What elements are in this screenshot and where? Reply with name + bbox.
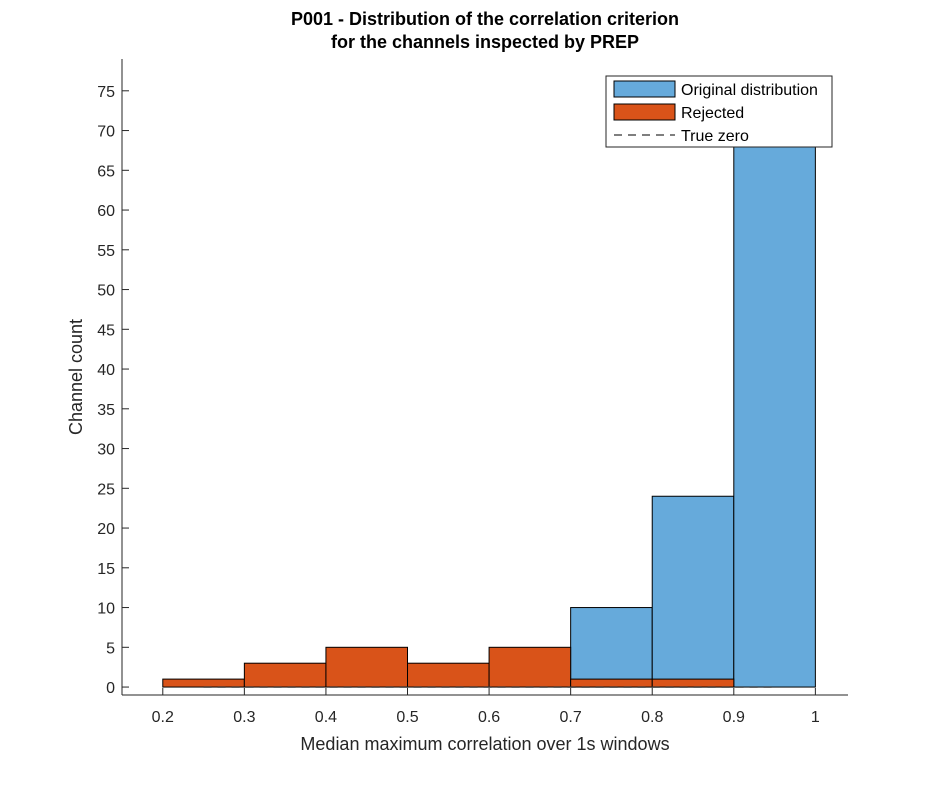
y-tick-label: 35 bbox=[97, 402, 115, 419]
x-tick-label: 0.3 bbox=[233, 709, 255, 726]
x-tick-label: 0.2 bbox=[152, 709, 174, 726]
rejected-bar bbox=[651, 678, 735, 688]
rejected-bar bbox=[325, 646, 409, 688]
y-axis-label: Channel count bbox=[66, 319, 86, 435]
rejected-bar bbox=[243, 662, 327, 688]
y-tick-label: 60 bbox=[97, 203, 115, 220]
rejected-bar bbox=[570, 678, 653, 688]
legend-rejected-swatch bbox=[613, 103, 676, 121]
bars-layer bbox=[162, 145, 816, 688]
rejected-bar bbox=[488, 646, 572, 688]
rejected-bar bbox=[407, 662, 490, 688]
legend-original-distribution-label: Original distribution bbox=[681, 82, 818, 99]
titles-layer: P001 - Distribution of the correlation c… bbox=[66, 9, 679, 754]
y-tick-label: 25 bbox=[97, 481, 115, 498]
original-distribution-bar bbox=[733, 145, 816, 688]
y-tick-label: 75 bbox=[97, 84, 115, 101]
y-tick-label: 5 bbox=[106, 640, 115, 657]
x-tick-label: 1 bbox=[811, 709, 820, 726]
y-tick-label: 50 bbox=[97, 283, 115, 300]
y-tick-label: 10 bbox=[97, 601, 115, 618]
legend-rejected-label: Rejected bbox=[681, 105, 744, 122]
chart-title-line: for the channels inspected by PREP bbox=[331, 32, 639, 52]
y-tick-label: 55 bbox=[97, 243, 115, 260]
legend-original-distribution-swatch bbox=[613, 80, 676, 98]
rejected-bar bbox=[162, 678, 245, 688]
y-tick-label: 15 bbox=[97, 561, 115, 578]
x-tick-label: 0.9 bbox=[723, 709, 745, 726]
chart-title-line: P001 - Distribution of the correlation c… bbox=[291, 9, 679, 29]
original-distribution-bar bbox=[651, 495, 735, 688]
y-tick-label: 65 bbox=[97, 163, 115, 180]
y-tick-label: 30 bbox=[97, 442, 115, 459]
legend-true-zero-label: True zero bbox=[681, 128, 749, 145]
x-tick-label: 0.6 bbox=[478, 709, 500, 726]
x-tick-label: 0.4 bbox=[315, 709, 337, 726]
x-tick-label: 0.5 bbox=[396, 709, 418, 726]
y-tick-label: 45 bbox=[97, 322, 115, 339]
legend: Original distribution Rejected True zero bbox=[605, 75, 833, 148]
y-tick-label: 20 bbox=[97, 521, 115, 538]
axes-layer: 0 5 10 15 20 25 30 35 40 45 50 55 60 65 70 75 0.2 0.3 0.4 0… bbox=[97, 59, 848, 726]
x-axis-label: Median maximum correlation over 1s windo… bbox=[300, 734, 669, 754]
original-distribution-bar bbox=[570, 607, 653, 688]
y-tick-label: 70 bbox=[97, 124, 115, 141]
x-tick-label: 0.8 bbox=[641, 709, 663, 726]
y-tick-label: 0 bbox=[106, 680, 115, 697]
x-tick-label: 0.7 bbox=[560, 709, 582, 726]
y-tick-label: 40 bbox=[97, 362, 115, 379]
